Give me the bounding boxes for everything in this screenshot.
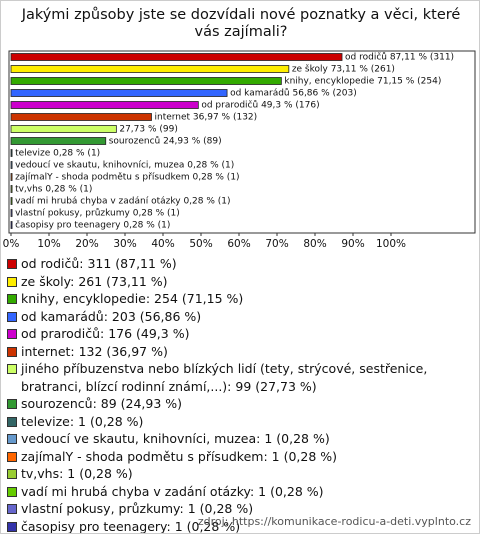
legend-swatch [7, 504, 17, 514]
legend-label: ze školy: 261 (73,11 %) [21, 273, 168, 289]
legend-item: od kamarádů: 203 (56,86 %) [7, 308, 473, 326]
data-label: zajímalY - shoda podmětu s přísudkem 0,2… [15, 173, 240, 183]
legend-item: televize: 1 (0,28 %) [7, 413, 473, 431]
bar [10, 77, 282, 85]
legend-item: vlastní pokusy, průzkumy: 1 (0,28 %) [7, 500, 473, 518]
bar [10, 185, 13, 193]
legend-item: zajímalY - shoda podmětu s přísudkem: 1 … [7, 448, 473, 466]
bar [10, 161, 13, 169]
data-label: od kamarádů 56,86 % (203) [230, 88, 357, 99]
data-label: ze školy 73,11 % (261) [292, 64, 395, 75]
data-label: vedoucí ve skautu, knihovníci, muzea 0,2… [15, 161, 234, 171]
bar [10, 209, 13, 217]
x-tick-label: 20% [75, 238, 98, 250]
legend-item: knihy, encyklopedie: 254 (71,15 %) [7, 290, 473, 308]
legend-swatch [7, 364, 17, 374]
data-label: vadí mi hrubá chyba v zadání otázky 0,28… [15, 197, 230, 207]
legend-label: sourozenců: 89 (24,93 %) [21, 396, 183, 411]
legend-label: internet: 132 (36,97 %) [21, 343, 168, 359]
bar [10, 197, 13, 205]
legend-label: od rodičů: 311 (87,11 %) [21, 256, 177, 271]
legend-swatch [7, 294, 17, 304]
x-tick-label: 60% [227, 238, 250, 250]
bar [10, 125, 117, 133]
plot-frame [8, 50, 476, 234]
data-label: vlastní pokusy, průzkumy 0,28 % (1) [15, 208, 180, 219]
legend-label: vedoucí ve skautu, knihovníci, muzea: 1 … [21, 431, 330, 446]
chart-title: Jakými způsoby jste se dozvídali nové po… [21, 7, 461, 40]
x-tick-label: 90% [341, 238, 364, 250]
legend-item: internet: 132 (36,97 %) [7, 343, 473, 361]
legend-swatch [7, 434, 17, 444]
bar [10, 53, 343, 61]
data-label: od rodičů 87,11 % (311) [345, 52, 454, 63]
legend-label: od prarodičů: 176 (49,3 %) [21, 326, 190, 341]
legend-item: sourozenců: 89 (24,93 %) [7, 395, 473, 413]
legend: od rodičů: 311 (87,11 %) ze školy: 261 (7… [7, 255, 473, 534]
data-label: 27,73 % (99) [119, 125, 178, 135]
legend-item: časopisy pro teenagery: 1 (0,28 %) [7, 518, 473, 534]
bar [10, 149, 13, 157]
legend-swatch [7, 329, 17, 339]
legend-label: knihy, encyklopedie: 254 (71,15 %) [21, 291, 244, 306]
legend-swatch [7, 259, 17, 269]
legend-label: vlastní pokusy, průzkumy: 1 (0,28 %) [21, 501, 254, 516]
legend-swatch [7, 486, 17, 497]
legend-swatch [7, 346, 17, 357]
legend-item: vadí mi hrubá chyba v zadání otázky: 1 (… [7, 483, 473, 501]
data-label: knihy, encyklopedie 71,15 % (254) [284, 77, 441, 87]
bar [10, 101, 199, 109]
data-label: sourozenců 24,93 % (89) [109, 136, 222, 147]
data-label: časopisy pro teenagery 0,28 % (1) [15, 220, 170, 231]
legend-label: tv,vhs: 1 (0,28 %) [21, 466, 133, 481]
legend-label: vadí mi hrubá chyba v zadání otázky: 1 (… [21, 483, 324, 499]
x-tick-label: 50% [189, 238, 212, 250]
legend-item: ze školy: 261 (73,11 %) [7, 273, 473, 291]
bar [10, 173, 13, 181]
bar [10, 137, 107, 145]
legend-swatch [7, 276, 17, 287]
x-tick-label: 10% [37, 238, 60, 250]
legend-item: jiného příbuzenstva nebo blízkých lidí (… [7, 360, 473, 395]
data-label: tv,vhs 0,28 % (1) [15, 185, 92, 195]
legend-swatch [7, 521, 17, 532]
legend-swatch [7, 469, 17, 479]
bar [10, 65, 290, 73]
bar [10, 113, 152, 121]
legend-label: časopisy pro teenagery: 1 (0,28 %) [21, 518, 241, 534]
data-label: televize 0,28 % (1) [15, 149, 100, 159]
x-tick-label: 40% [151, 238, 174, 250]
legend-item: tv,vhs: 1 (0,28 %) [7, 465, 473, 483]
data-label: od prarodičů 49,3 % (176) [201, 100, 319, 111]
legend-item: od rodičů: 311 (87,11 %) [7, 255, 473, 273]
legend-item: od prarodičů: 176 (49,3 %) [7, 325, 473, 343]
x-tick-label: 100% [376, 238, 406, 250]
x-tick-label: 0% [3, 238, 20, 250]
legend-label: od kamarádů: 203 (56,86 %) [21, 308, 202, 324]
legend-label: televize: 1 (0,28 %) [21, 413, 144, 429]
legend-swatch [7, 451, 17, 462]
bar [10, 221, 13, 229]
legend-swatch [7, 399, 17, 409]
legend-item: vedoucí ve skautu, knihovníci, muzea: 1 … [7, 430, 473, 448]
source: zdroj: https://komunikace-rodicu-a-deti.… [197, 515, 471, 528]
x-tick-label: 70% [265, 238, 288, 250]
bar [10, 89, 228, 97]
legend-label: jiného příbuzenstva nebo blízkých lidí (… [21, 361, 428, 394]
legend-swatch [7, 416, 17, 427]
x-tick-label: 30% [113, 238, 136, 250]
data-label: internet 36,97 % (132) [154, 113, 257, 123]
x-tick-label: 80% [303, 238, 326, 250]
legend-label: zajímalY - shoda podmětu s přísudkem: 1 … [21, 448, 338, 464]
legend-swatch [7, 311, 17, 322]
